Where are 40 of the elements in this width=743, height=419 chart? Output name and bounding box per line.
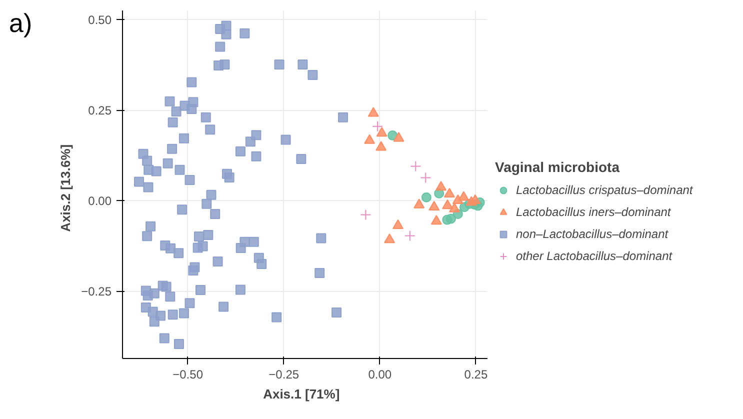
point (430, 214, 442, 225)
y-tick-label: −0.25 (81, 284, 112, 299)
point (448, 202, 460, 212)
legend-label: Lactobacillus crispatus–dominant (516, 183, 693, 197)
point (444, 188, 455, 198)
x-tick-label: −0.50 (172, 368, 204, 382)
point (376, 126, 388, 137)
point (446, 214, 456, 224)
point (421, 192, 432, 202)
point (404, 230, 416, 242)
point (376, 141, 387, 151)
point (360, 209, 372, 220)
point (428, 200, 440, 211)
point (393, 132, 404, 142)
point (388, 130, 398, 140)
point (442, 199, 454, 210)
point (364, 134, 376, 144)
point (384, 233, 396, 244)
x-axis-title: Axis.1 [71%] (263, 386, 340, 402)
point (470, 194, 481, 204)
legend-title: Vaginal microbiota (495, 159, 621, 175)
point (414, 198, 425, 208)
y-tick-label: 0.50 (88, 13, 112, 28)
y-tick-label: 0.25 (88, 104, 112, 118)
point (392, 219, 404, 229)
x-tick-label: 0.25 (464, 368, 488, 382)
point (410, 160, 422, 172)
legend-label: other Lactobacillus–dominant (516, 249, 672, 263)
x-tick-label: 0.00 (368, 368, 392, 382)
y-axis-title: Axis.2 [13.6%] (58, 144, 74, 232)
x-tick-label: −0.25 (268, 368, 300, 382)
y-tick-label: 0.00 (88, 194, 112, 208)
point (368, 107, 379, 117)
point (420, 172, 432, 184)
text: a) (9, 7, 32, 40)
legend-label: Lactobacillus iners–dominant (516, 205, 671, 219)
point (372, 120, 384, 132)
legend-label: non–Lactobacillus–dominant (516, 227, 668, 241)
point (436, 180, 447, 191)
point (458, 191, 470, 201)
